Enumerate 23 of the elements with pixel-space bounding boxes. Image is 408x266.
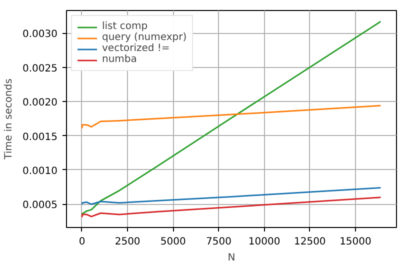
x-axis-title: N: [228, 252, 236, 264]
line-series: [81, 187, 382, 205]
x-tick-label: 5000: [160, 236, 186, 248]
y-tick-label: 0.0030: [22, 29, 58, 40]
y-tick-label: 0.0005: [22, 200, 58, 212]
legend-label: list comp: [102, 21, 148, 32]
y-tick-label: 0.0025: [22, 63, 58, 74]
legend-label: query (numexpr): [102, 32, 187, 43]
line-series: [81, 196, 382, 218]
x-tick-label: 15000: [340, 236, 372, 248]
y-tick-label: 0.0020: [22, 98, 58, 109]
line-series: [81, 20, 382, 216]
x-tick-label: 2500: [114, 236, 140, 248]
y-tick-label: 0.0010: [22, 166, 58, 177]
legend-label: numba: [102, 54, 137, 65]
y-axis-title: Time in seconds: [4, 78, 15, 160]
line-series: [81, 104, 382, 129]
legend-label: vectorized !=: [102, 43, 170, 54]
x-tick-label: 12500: [294, 236, 326, 248]
x-tick-label: 0: [78, 236, 86, 248]
x-tick-label: 10000: [248, 236, 280, 248]
y-tick-label: 0.0015: [22, 132, 58, 143]
x-tick-label: 7500: [206, 236, 232, 248]
